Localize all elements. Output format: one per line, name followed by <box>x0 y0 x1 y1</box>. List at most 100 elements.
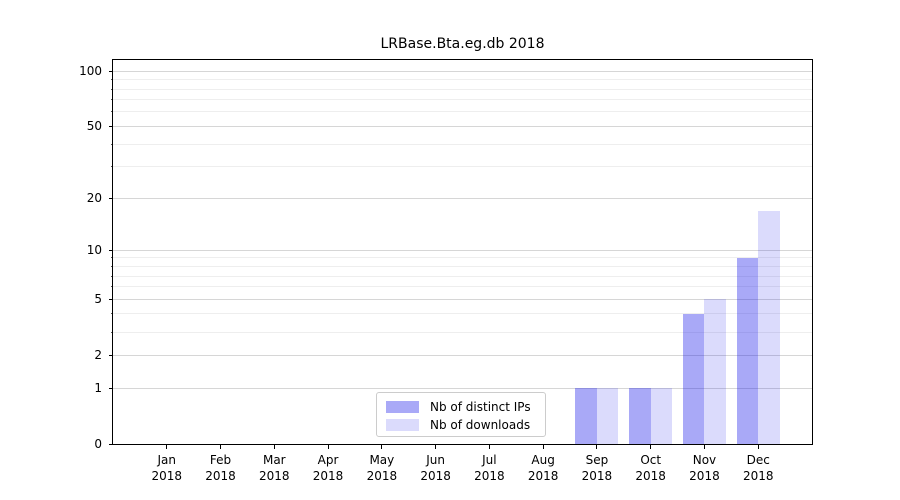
y-axis-minor-tick <box>111 313 113 315</box>
x-axis-tick-label: Jan 2018 <box>132 452 202 484</box>
x-label-year: 2018 <box>742 469 774 483</box>
gridline-minor <box>113 266 812 267</box>
x-axis-tick-label: May 2018 <box>347 452 417 484</box>
bar-downloads-dec <box>758 210 780 444</box>
x-axis-tick-label: Mar 2018 <box>239 452 309 484</box>
x-label-year: 2018 <box>151 469 183 483</box>
gridline-major <box>113 354 812 356</box>
y-axis-tick <box>109 354 113 356</box>
x-axis-tick-label: Feb 2018 <box>186 452 256 484</box>
bar-distinct-ips-oct <box>629 388 651 444</box>
y-axis-tick-label: 100 <box>79 64 102 79</box>
y-axis-minor-tick <box>111 257 113 259</box>
y-axis-minor-tick <box>111 286 113 288</box>
x-axis-tick <box>650 445 652 449</box>
y-axis-tick-label: 10 <box>86 243 102 258</box>
x-label-year: 2018 <box>689 469 720 483</box>
bar-downloads-nov <box>704 299 726 444</box>
gridline-minor <box>113 111 812 113</box>
x-axis-tick <box>703 445 705 449</box>
y-axis-minor-tick <box>111 79 113 81</box>
y-axis-tick-label: 2 <box>94 348 102 363</box>
y-axis-tick-label: 50 <box>86 119 102 134</box>
y-axis-tick <box>109 443 113 445</box>
x-label-month: Jan <box>157 453 177 467</box>
y-axis-tick <box>109 70 113 72</box>
x-label-month: Mar <box>262 453 286 467</box>
x-axis-tick-label: Apr 2018 <box>293 452 363 484</box>
y-axis-minor-tick <box>111 266 113 267</box>
gridline-minor <box>113 286 812 288</box>
x-label-month: Nov <box>692 453 717 467</box>
bar-distinct-ips-sep <box>575 388 597 444</box>
x-label-month: May <box>369 453 395 467</box>
x-label-month: Aug <box>531 453 555 467</box>
bar-downloads-oct <box>650 388 673 444</box>
gridline-major <box>113 125 812 127</box>
x-label-year: 2018 <box>420 469 451 483</box>
x-label-year: 2018 <box>259 469 290 483</box>
y-axis-minor-tick <box>111 166 113 168</box>
y-axis-tick-label: 5 <box>94 292 102 307</box>
y-axis-tick <box>109 298 113 300</box>
y-axis-minor-tick <box>111 331 113 333</box>
legend-label-downloads: Nb of downloads <box>430 418 531 432</box>
x-axis-tick-label: Aug 2018 <box>508 452 578 484</box>
x-axis-tick <box>327 445 329 449</box>
gridline-minor <box>113 331 812 333</box>
bar-distinct-ips-dec <box>736 257 759 444</box>
chart-title: LRBase.Bta.eg.db 2018 <box>380 36 545 52</box>
legend-item-distinct-ips: Nb of distinct IPs <box>386 398 545 416</box>
gridline-minor <box>113 88 812 90</box>
x-axis-tick-label: Nov 2018 <box>669 452 739 484</box>
x-axis-tick-label: Sep 2018 <box>562 452 632 484</box>
y-axis-tick-label: 1 <box>94 381 102 395</box>
gridline-minor <box>113 166 812 168</box>
y-axis-minor-tick <box>111 99 113 101</box>
y-axis-minor-tick <box>111 88 113 90</box>
y-axis-tick <box>109 197 113 199</box>
x-axis-tick-label: Jun 2018 <box>401 452 471 484</box>
x-axis-tick <box>542 445 544 449</box>
x-axis-tick <box>596 445 598 449</box>
x-label-year: 2018 <box>312 469 344 483</box>
bar-distinct-ips-nov <box>682 313 705 444</box>
x-axis-tick <box>220 445 222 449</box>
x-label-month: Apr <box>317 453 339 467</box>
y-axis-minor-tick <box>111 275 113 277</box>
x-label-year: 2018 <box>581 469 613 483</box>
gridline-major <box>113 197 812 199</box>
x-axis-tick <box>166 445 168 449</box>
x-axis-tick <box>381 445 383 449</box>
bar-downloads-sep <box>596 388 619 444</box>
x-axis-tick <box>435 445 437 449</box>
gridline-minor <box>113 275 812 277</box>
x-axis-tick-label: Oct 2018 <box>616 452 686 484</box>
gridline-minor <box>113 99 812 101</box>
x-label-month: Feb <box>209 453 232 467</box>
x-label-month: Dec <box>746 453 770 467</box>
gridline-major <box>113 249 812 251</box>
x-axis-tick <box>273 445 275 449</box>
gridline-minor <box>113 313 812 315</box>
y-axis-tick <box>109 249 113 251</box>
y-axis-tick <box>109 387 113 389</box>
gridline-major <box>113 387 812 389</box>
legend: Nb of distinct IPs Nb of downloads <box>376 392 546 437</box>
y-axis-tick-label: 0 <box>94 437 102 451</box>
x-label-year: 2018 <box>635 469 666 483</box>
y-axis-minor-tick <box>111 111 113 113</box>
x-axis-tick-label: Dec 2018 <box>723 452 793 484</box>
x-axis-tick-label: Jul 2018 <box>454 452 524 484</box>
y-axis-tick-label: 20 <box>86 191 102 206</box>
gridline-minor <box>113 257 812 259</box>
x-axis-tick <box>488 445 490 449</box>
legend-label-distinct-ips: Nb of distinct IPs <box>430 400 531 414</box>
x-label-year: 2018 <box>205 469 236 483</box>
legend-swatch-downloads-icon <box>386 419 419 431</box>
gridline-major <box>113 298 812 300</box>
x-label-year: 2018 <box>527 469 559 483</box>
x-label-month: Sep <box>585 453 609 467</box>
y-axis-minor-tick <box>111 143 113 145</box>
x-label-year: 2018 <box>366 469 398 483</box>
